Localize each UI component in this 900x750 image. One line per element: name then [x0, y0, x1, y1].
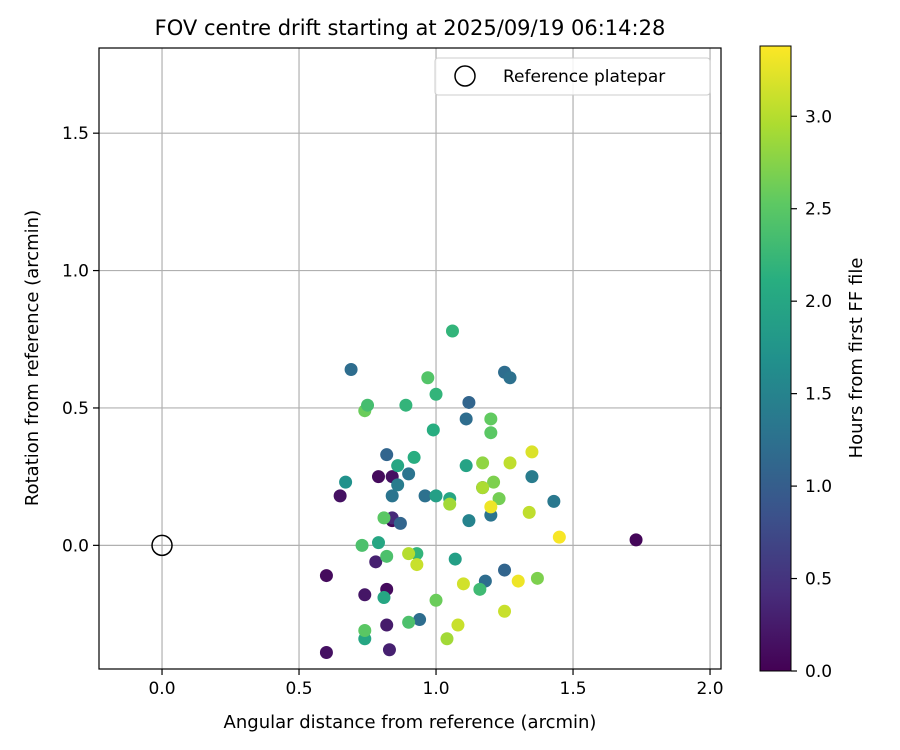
data-point [498, 604, 512, 618]
data-point [413, 613, 427, 627]
colorbar-tick-label: 2.5 [805, 200, 832, 220]
data-point [344, 362, 358, 376]
y-axis-label: Rotation from reference (arcmin) [22, 210, 43, 506]
colorbar-tick-label: 2.0 [805, 292, 832, 312]
data-point [629, 533, 643, 547]
data-point [429, 593, 443, 607]
grid-lines [99, 48, 721, 669]
x-tick-label: 1.0 [423, 679, 450, 699]
data-point [380, 549, 394, 563]
data-point [361, 398, 375, 412]
data-point [484, 426, 498, 440]
legend-marker-icon [454, 65, 476, 87]
data-point [407, 450, 421, 464]
data-point [445, 324, 459, 338]
colorbar-label: Hours from first FF file [846, 258, 867, 459]
data-point [525, 445, 539, 459]
data-point [429, 387, 443, 401]
data-point [333, 489, 347, 503]
colorbar: 0.0 0.5 1.0 1.5 2.0 2.5 3.0 Hours from first F… [759, 45, 867, 682]
data-point [377, 591, 391, 605]
colorbar-tick-label: 0.0 [805, 662, 832, 682]
data-point [440, 632, 454, 646]
data-point [476, 456, 490, 470]
legend-entry-label: Reference platepar [503, 67, 665, 87]
data-point [443, 497, 457, 511]
data-point [503, 456, 517, 470]
colorbar-tick-label: 1.0 [805, 477, 832, 497]
x-tick-label: 1.5 [560, 679, 587, 699]
data-point [459, 459, 473, 473]
data-point [319, 569, 333, 583]
data-points [319, 324, 643, 660]
data-point [371, 470, 385, 484]
colorbar-tick-label: 1.5 [805, 385, 832, 405]
data-point [380, 618, 394, 632]
data-point [522, 505, 536, 519]
legend: Reference platepar [434, 57, 711, 96]
data-point [380, 448, 394, 462]
data-point [448, 552, 462, 566]
plot-frame [98, 47, 722, 670]
data-point [385, 489, 399, 503]
data-point [382, 643, 396, 657]
data-point [484, 500, 498, 514]
data-point [487, 475, 501, 489]
y-tick-label: 1.0 [62, 262, 89, 282]
data-point [459, 412, 473, 426]
x-tick-label: 0.5 [286, 679, 313, 699]
y-tick-label: 1.5 [62, 124, 89, 144]
colorbar-tick-label: 3.0 [805, 107, 832, 127]
data-point [369, 555, 383, 569]
colorbar-ticks: 0.0 0.5 1.0 1.5 2.0 2.5 3.0 [791, 107, 832, 682]
x-axis-label: Angular distance from reference (arcmin) [224, 712, 597, 733]
data-point [339, 475, 353, 489]
data-point [525, 470, 539, 484]
data-point [355, 538, 369, 552]
y-axis-ticks: 0.0 0.5 1.0 1.5 [62, 124, 99, 556]
data-point [473, 582, 487, 596]
y-tick-label: 0.0 [62, 536, 89, 556]
data-point [426, 423, 440, 437]
data-point [498, 563, 512, 577]
data-point [462, 514, 476, 528]
data-point [358, 588, 372, 602]
data-point [421, 371, 435, 385]
x-tick-label: 2.0 [697, 679, 724, 699]
data-point [530, 571, 544, 585]
data-point [451, 618, 465, 632]
x-axis-ticks: 0.0 0.5 1.0 1.5 2.0 [148, 669, 724, 699]
data-point [399, 398, 413, 412]
data-point [476, 481, 490, 495]
data-point [319, 646, 333, 660]
colorbar-tick-label: 0.5 [805, 570, 832, 590]
reference-platepar-marker [151, 534, 173, 557]
data-point [391, 478, 405, 492]
data-point [429, 489, 443, 503]
data-point [371, 536, 385, 550]
data-point [511, 574, 525, 588]
data-point [462, 395, 476, 409]
colorbar-gradient [759, 45, 792, 672]
legend-box [434, 57, 711, 96]
data-point [391, 459, 405, 473]
data-point [402, 467, 416, 481]
y-tick-label: 0.5 [62, 399, 89, 419]
data-point [503, 371, 517, 385]
data-point [377, 511, 391, 525]
data-point [484, 412, 498, 426]
data-point [393, 516, 407, 530]
data-point [552, 530, 566, 544]
x-tick-label: 0.0 [148, 679, 175, 699]
data-point [547, 494, 561, 508]
chart-title: FOV centre drift starting at 2025/09/19 … [155, 16, 666, 40]
data-point [402, 547, 416, 561]
data-point [456, 577, 470, 591]
data-point [492, 492, 506, 506]
data-point [418, 489, 432, 503]
data-point [402, 615, 416, 629]
data-point [410, 558, 424, 572]
data-point [358, 624, 372, 638]
